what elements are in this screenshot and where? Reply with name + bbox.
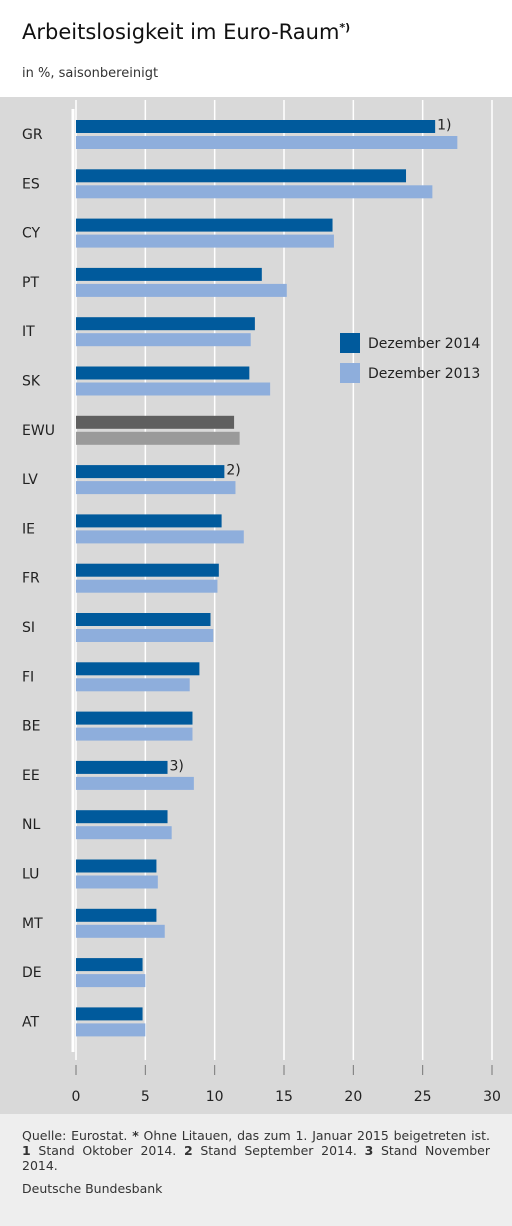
bar <box>76 333 251 347</box>
bar <box>76 1023 146 1037</box>
y-tick-label: DE <box>22 965 42 981</box>
y-tick-label: LU <box>22 867 39 883</box>
title-text: Arbeitslosigkeit im Euro-Raum <box>22 20 340 44</box>
bar <box>76 514 222 528</box>
y-tick-label: SI <box>22 620 35 636</box>
bar <box>76 120 436 133</box>
y-tick-label: LV <box>22 472 38 488</box>
bar <box>76 563 219 577</box>
bar <box>76 185 433 199</box>
source-text: 1 <box>22 1143 31 1158</box>
bar <box>76 826 172 840</box>
source-text: * <box>132 1128 139 1143</box>
bar <box>76 465 225 479</box>
bar <box>76 136 458 149</box>
subtitle: in %, saisonbereinigt <box>22 66 159 81</box>
y-tick-label: NL <box>22 817 40 833</box>
bar <box>76 629 214 642</box>
source-text: Quelle: Eurostat. <box>22 1128 133 1143</box>
bar <box>76 974 146 988</box>
y-tick-label: FI <box>22 669 34 685</box>
chart: 0 5 10 15 20 25 30 GR ES CY PT IT SK EWU LV IE FR SI FI BE E… <box>0 97 512 1114</box>
bar <box>76 958 143 972</box>
bar <box>76 875 158 889</box>
chart-title: Arbeitslosigkeit im Euro-Raum*) <box>22 20 350 44</box>
bar <box>76 218 333 232</box>
x-tick-label: 15 <box>275 1089 293 1105</box>
y-tick-label: AT <box>22 1014 39 1030</box>
bar <box>76 579 218 593</box>
bar <box>76 415 235 429</box>
bar <box>76 613 211 626</box>
panel <box>0 97 512 1114</box>
bar <box>76 678 190 692</box>
bar <box>76 908 157 922</box>
bar <box>76 169 407 183</box>
bar <box>76 924 165 938</box>
y-tick-label: ES <box>22 176 40 192</box>
bar <box>76 317 255 331</box>
bar <box>76 711 193 725</box>
x-tick-label: 30 <box>483 1089 501 1105</box>
y-tick-label: IE <box>22 521 35 537</box>
source-text: Stand Oktober 2014. <box>30 1143 184 1158</box>
header: Arbeitslosigkeit im Euro-Raum*) in %, sa… <box>0 0 512 97</box>
bar-note: 3) <box>170 758 184 774</box>
bar <box>76 776 194 790</box>
source-text: Stand November 2014. <box>22 1143 491 1173</box>
y-tick-label: GR <box>22 127 43 143</box>
source-text: Stand September 2014. <box>192 1143 365 1158</box>
x-tick-label: 25 <box>414 1089 432 1105</box>
bar <box>76 283 287 297</box>
source-text: Ohne Litauen, das zum 1. Januar 2015 bei… <box>138 1128 490 1143</box>
footer: Quelle: Eurostat. * Ohne Litauen, das zu… <box>0 1114 512 1226</box>
source-note: Quelle: Eurostat. * Ohne Litauen, das zu… <box>22 1128 490 1173</box>
bar <box>76 1007 143 1021</box>
x-tick-label: 20 <box>344 1089 362 1105</box>
bar <box>76 530 244 544</box>
source-text: 2 <box>183 1143 193 1158</box>
bar <box>76 727 193 741</box>
legend-swatch <box>340 363 360 383</box>
bar <box>76 810 168 824</box>
y-tick-label: IT <box>22 324 35 340</box>
bar <box>76 234 334 248</box>
publisher: Deutsche Bundesbank <box>22 1181 163 1196</box>
bar <box>76 662 200 676</box>
y-tick-label: MT <box>22 916 43 932</box>
bar-note: 1) <box>437 118 451 134</box>
bar-note: 2) <box>226 463 240 479</box>
y-tick-label: EWU <box>22 423 55 439</box>
y-tick-label: SK <box>22 374 41 390</box>
x-tick-label: 10 <box>206 1089 224 1105</box>
bar <box>76 859 157 873</box>
legend-label: Dezember 2013 <box>368 366 480 382</box>
bar <box>76 431 240 445</box>
source-text: 3 <box>364 1143 374 1158</box>
legend-swatch <box>340 333 360 353</box>
bar <box>76 382 271 396</box>
y-tick-label: BE <box>22 719 40 735</box>
bar <box>76 267 262 281</box>
y-tick-label: PT <box>22 275 39 291</box>
x-tick-label: 5 <box>141 1089 150 1105</box>
legend-label: Dezember 2014 <box>368 336 480 352</box>
bar <box>76 481 236 495</box>
bar <box>76 366 250 380</box>
x-tick-label: 0 <box>72 1089 81 1105</box>
y-tick-label: FR <box>22 571 40 587</box>
title-note: *) <box>339 21 351 34</box>
y-tick-label: CY <box>22 226 41 242</box>
bar <box>76 760 168 774</box>
y-tick-label: EE <box>22 768 40 784</box>
